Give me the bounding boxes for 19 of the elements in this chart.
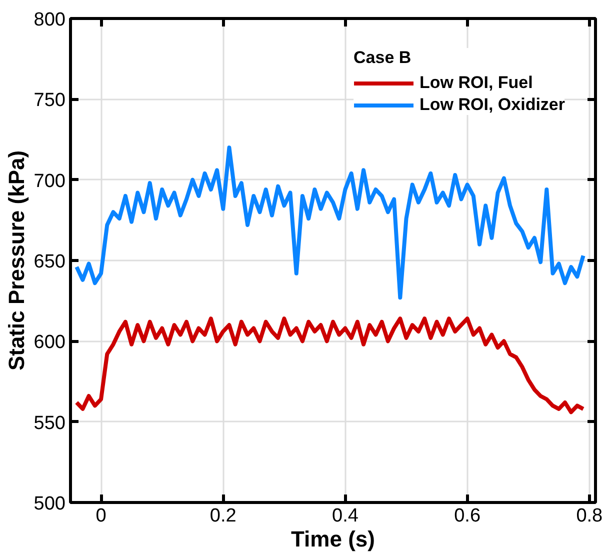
x-tick-label: 0.6: [454, 506, 481, 526]
y-tick-label: 800: [34, 10, 66, 30]
legend-label: Low ROI, Fuel: [420, 73, 533, 93]
x-tick-label: 0.4: [332, 506, 359, 526]
x-tick-label: 0: [96, 506, 106, 526]
y-tick-label: 600: [34, 332, 66, 354]
line-series: [74, 316, 586, 414]
y-tick-label: 650: [34, 252, 66, 272]
y-tick-label: 750: [34, 90, 66, 112]
legend-label: Low ROI, Oxidizer: [420, 95, 565, 115]
y-tick-label: 700: [34, 170, 66, 192]
legend-title: Case B: [354, 48, 412, 68]
y-tick-label: 500: [34, 494, 66, 514]
x-tick-label: 0.2: [210, 506, 236, 526]
x-axis-title: Time (s): [291, 526, 375, 552]
line-series: [74, 146, 586, 300]
y-tick-label: 550: [34, 412, 66, 434]
y-axis-title: Static Pressure (kPa): [4, 150, 29, 371]
x-tick-label: 0.8: [576, 506, 603, 526]
